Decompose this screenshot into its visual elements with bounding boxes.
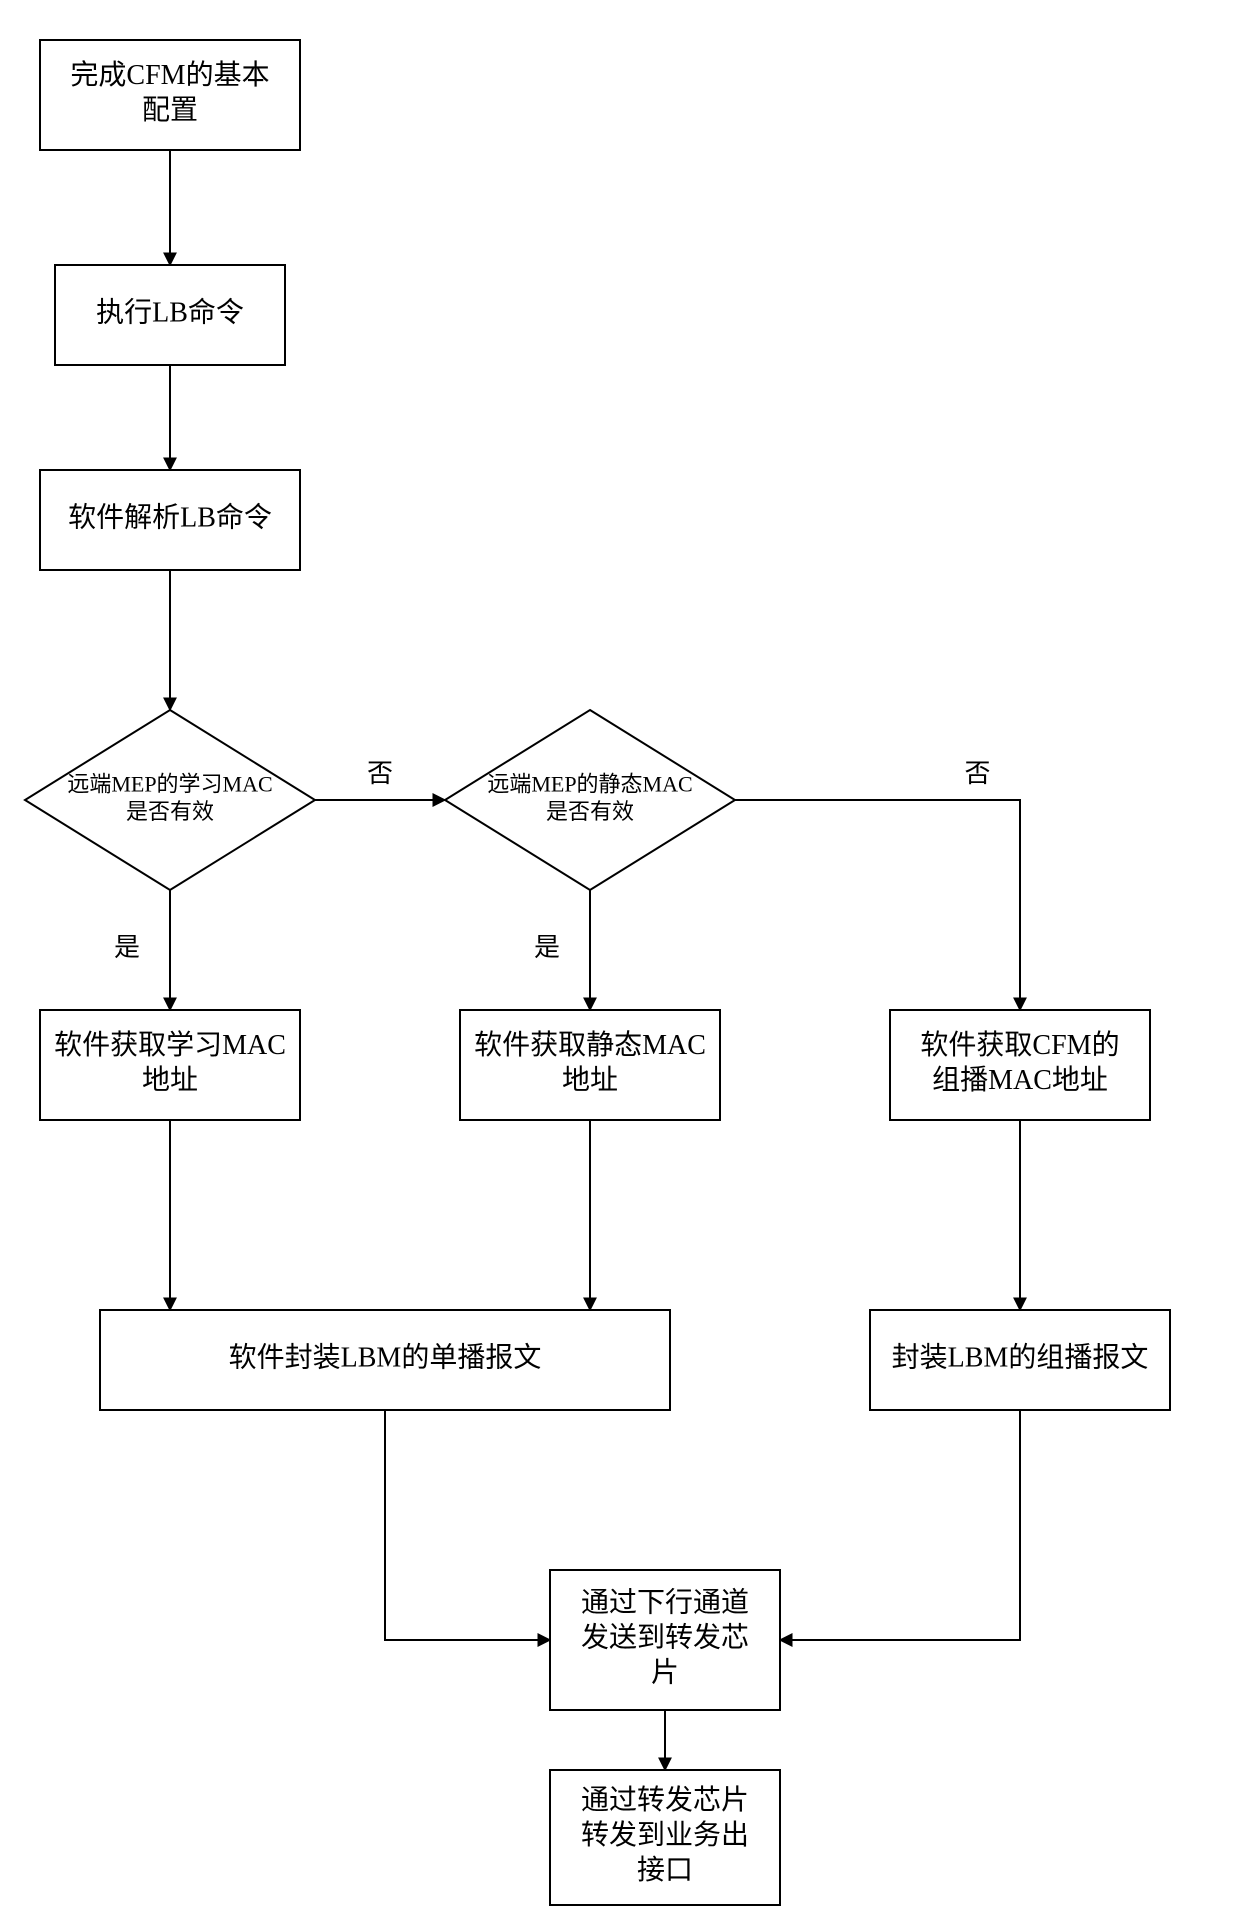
- svg-text:接口: 接口: [637, 1854, 693, 1886]
- svg-text:通过下行通道: 通过下行通道: [581, 1586, 749, 1618]
- svg-text:软件获取静态MAC: 软件获取静态MAC: [474, 1029, 706, 1061]
- svg-text:完成CFM的基本: 完成CFM的基本: [70, 59, 269, 91]
- svg-text:是否有效: 是否有效: [546, 799, 634, 824]
- svg-text:转发到业务出: 转发到业务出: [581, 1819, 749, 1851]
- svg-text:片: 片: [651, 1656, 679, 1688]
- svg-text:封装LBM的组播报文: 封装LBM的组播报文: [892, 1341, 1149, 1373]
- svg-text:是否有效: 是否有效: [126, 799, 214, 824]
- svg-text:远端MEP的静态MAC: 远端MEP的静态MAC: [487, 771, 692, 796]
- svg-text:通过转发芯片: 通过转发芯片: [581, 1784, 749, 1816]
- svg-text:配置: 配置: [142, 95, 198, 126]
- svg-text:否: 否: [964, 759, 990, 788]
- svg-text:软件获取CFM的: 软件获取CFM的: [920, 1029, 1119, 1061]
- svg-text:发送到转发芯: 发送到转发芯: [581, 1621, 749, 1653]
- svg-text:地址: 地址: [562, 1064, 618, 1096]
- svg-text:地址: 地址: [142, 1064, 198, 1096]
- svg-text:是: 是: [534, 933, 560, 962]
- svg-text:软件封装LBM的单播报文: 软件封装LBM的单播报文: [229, 1341, 542, 1373]
- svg-text:执行LB命令: 执行LB命令: [96, 296, 244, 328]
- svg-text:否: 否: [367, 759, 393, 788]
- svg-text:软件解析LB命令: 软件解析LB命令: [68, 501, 272, 533]
- flowchart-svg: 是 否是 否 完成CFM的基本配置执行LB命令软件解析LB命令远端MEP的学习MAC 是…: [0, 0, 1240, 1908]
- svg-text:远端MEP的学习MAC: 远端MEP的学习MAC: [67, 771, 272, 796]
- svg-text:是: 是: [114, 933, 140, 962]
- svg-text:组播MAC地址: 组播MAC地址: [932, 1064, 1108, 1096]
- svg-text:软件获取学习MAC: 软件获取学习MAC: [54, 1029, 286, 1061]
